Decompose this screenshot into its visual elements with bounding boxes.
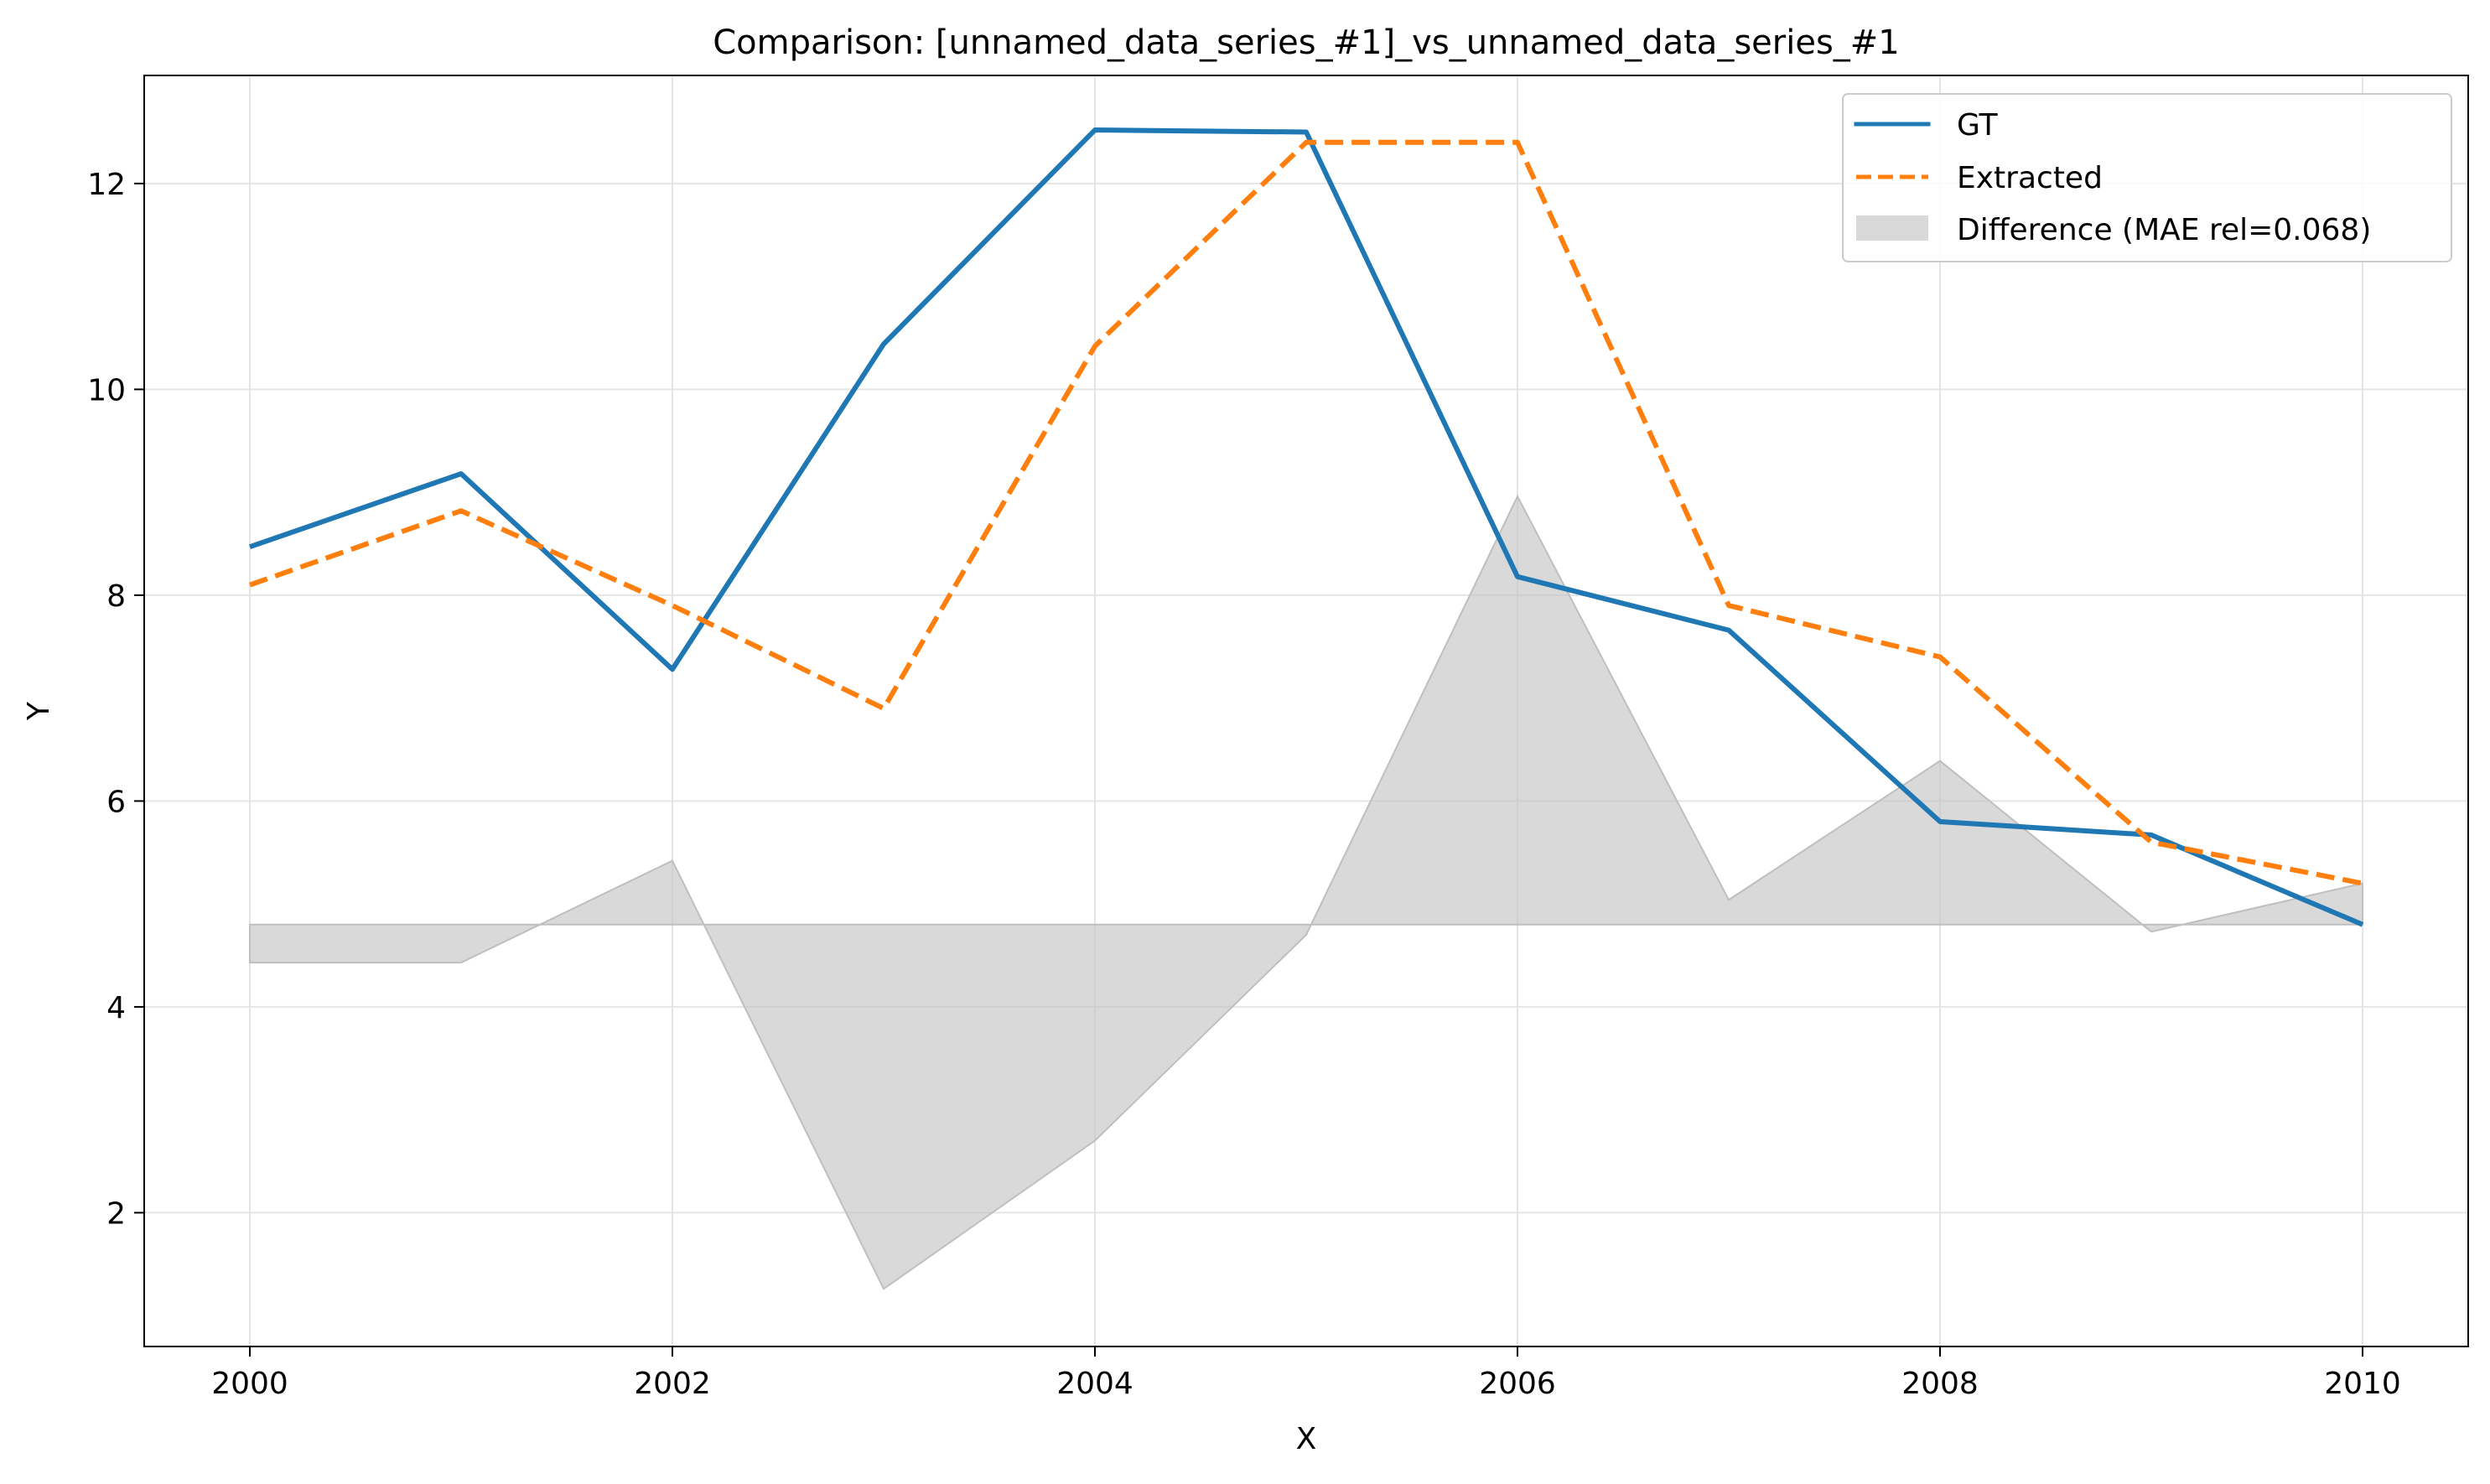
difference-area bbox=[249, 494, 2363, 1290]
x-tick-label: 2000 bbox=[211, 1367, 288, 1401]
plot-frame bbox=[143, 75, 2469, 1347]
x-tick-label: 2008 bbox=[1901, 1367, 1979, 1401]
difference-area-layer bbox=[249, 494, 2363, 1290]
series-line-gt bbox=[249, 127, 2364, 927]
y-tick-label: 2 bbox=[106, 1196, 126, 1231]
x-axis-label: X bbox=[1296, 1422, 1317, 1456]
series-line-extracted bbox=[249, 139, 2363, 886]
y-tick-label: 4 bbox=[106, 991, 126, 1025]
x-tick-label: 2004 bbox=[1056, 1367, 1133, 1401]
chart-title: Comparison: [unnamed_data_series_#1]_vs_… bbox=[713, 23, 1900, 62]
x-tick-label: 2010 bbox=[2324, 1367, 2401, 1401]
legend-gt-label: GT bbox=[1957, 108, 1999, 143]
x-tick-label: 2006 bbox=[1479, 1367, 1556, 1401]
grid bbox=[144, 75, 2468, 1346]
y-tick-label: 8 bbox=[106, 579, 126, 614]
legend: GT Extracted Difference (MAE rel=0.068) bbox=[1842, 93, 2452, 262]
axis-ticks: 2000 2002 2004 2006 2008 2010 2 4 6 8 10 12 bbox=[87, 168, 2401, 1401]
x-tick-label: 2002 bbox=[634, 1367, 711, 1401]
legend-difference-swatch bbox=[1856, 215, 1928, 241]
y-tick-label: 6 bbox=[106, 785, 126, 819]
legend-difference-label: Difference (MAE rel=0.068) bbox=[1957, 213, 2371, 247]
legend-extracted-label: Extracted bbox=[1957, 161, 2103, 195]
y-axis-label: Y bbox=[22, 701, 56, 721]
legend-frame bbox=[1842, 93, 2452, 262]
y-tick-label: 10 bbox=[87, 373, 126, 407]
y-tick-label: 12 bbox=[87, 168, 126, 202]
series-layer bbox=[249, 127, 2364, 927]
